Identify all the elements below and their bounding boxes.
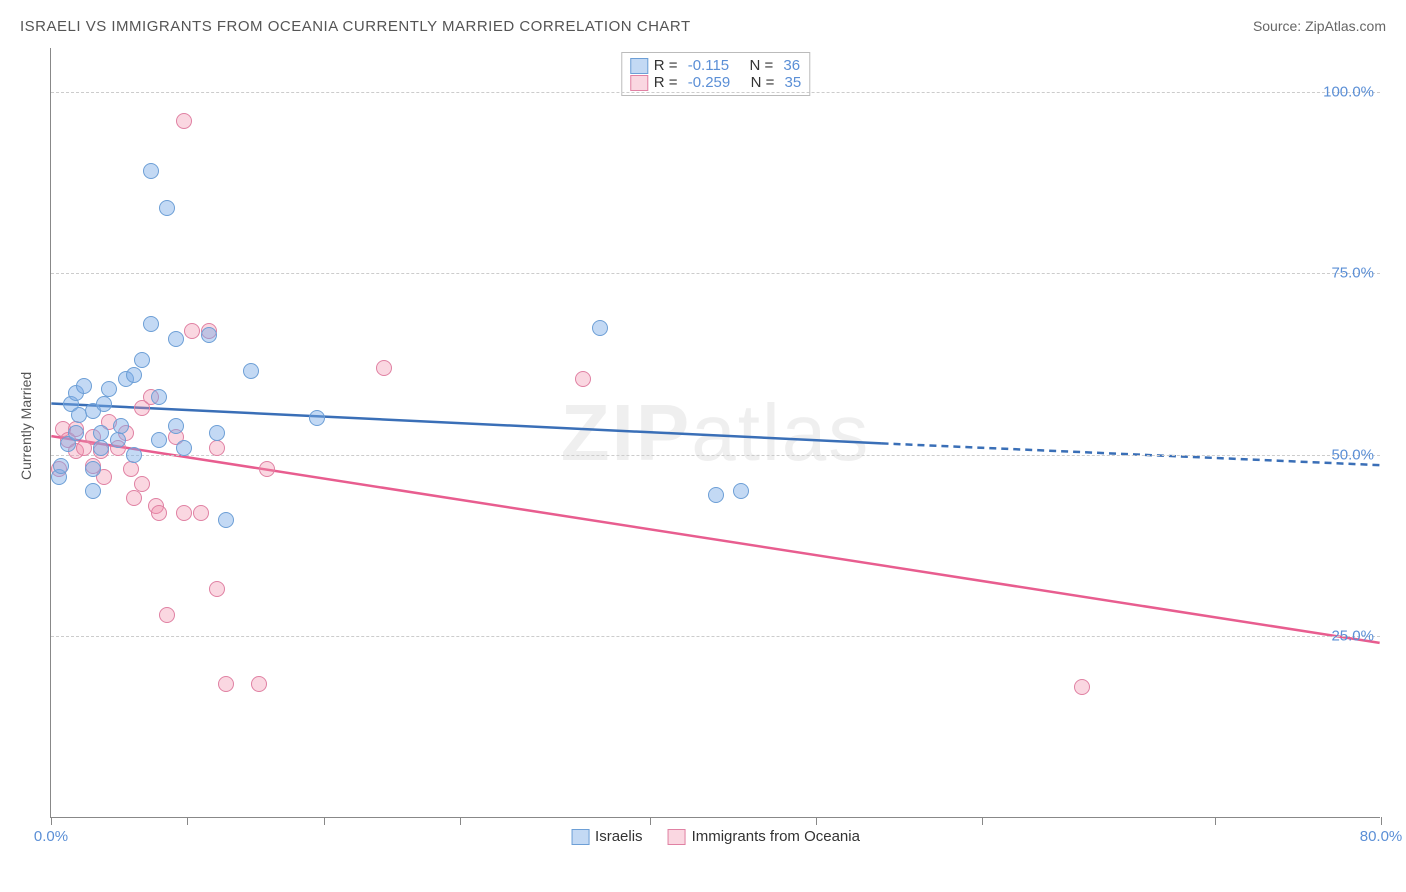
legend-label-pink: Immigrants from Oceania [692,828,860,845]
legend-series: Israelis Immigrants from Oceania [571,828,860,845]
blue-point [243,363,259,379]
r-value-blue: -0.115 [688,57,729,74]
blue-point [76,378,92,394]
plot-area: ZIPatlas R = -0.115 N = 36 R = -0.259 [50,48,1380,818]
blue-point [93,440,109,456]
blue-point [110,432,126,448]
chart-outer: ZIPatlas R = -0.115 N = 36 R = -0.259 [50,48,1380,818]
pink-point [259,461,275,477]
blue-point [101,381,117,397]
source-attribution: Source: ZipAtlas.com [1253,18,1386,34]
y-tick-label: 100.0% [1323,83,1374,100]
blue-point [733,483,749,499]
pink-point [193,505,209,521]
pink-point [126,490,142,506]
header: ISRAELI VS IMMIGRANTS FROM OCEANIA CURRE… [20,18,1386,48]
legend-item-pink: Immigrants from Oceania [668,828,860,845]
r-value-pink: -0.259 [688,74,731,91]
x-tick [51,817,52,825]
watermark: ZIPatlas [561,387,870,479]
blue-point [151,389,167,405]
blue-point [151,432,167,448]
blue-point [218,512,234,528]
pink-point [376,360,392,376]
n-label: N = [749,57,777,74]
gridline [51,92,1380,93]
blue-point [96,396,112,412]
n-value-pink: 35 [785,74,802,91]
x-tick [460,817,461,825]
blue-point [159,200,175,216]
legend-item-blue: Israelis [571,828,643,845]
blue-point [85,483,101,499]
x-tick-label: 0.0% [34,828,68,845]
trend-lines-svg [51,48,1380,817]
pink-point [184,323,200,339]
pink-point [575,371,591,387]
pink-point [209,581,225,597]
gridline [51,273,1380,274]
blue-point [708,487,724,503]
x-tick [324,817,325,825]
x-tick [1215,817,1216,825]
pink-point [251,676,267,692]
pink-point [1074,679,1090,695]
legend-label-blue: Israelis [595,828,643,845]
chart-container: ISRAELI VS IMMIGRANTS FROM OCEANIA CURRE… [0,0,1406,892]
pink-point [134,476,150,492]
blue-point [592,320,608,336]
n-label: N = [751,74,779,91]
gridline [51,636,1380,637]
source-name: ZipAtlas.com [1305,18,1386,34]
blue-point [126,367,142,383]
blue-point [201,327,217,343]
pink-point [159,607,175,623]
x-tick [187,817,188,825]
blue-point [143,163,159,179]
blue-point [68,425,84,441]
blue-point [168,331,184,347]
x-tick [650,817,651,825]
legend-row-blue: R = -0.115 N = 36 [630,57,801,74]
blue-point [85,461,101,477]
chart-title: ISRAELI VS IMMIGRANTS FROM OCEANIA CURRE… [20,18,691,35]
x-tick [1381,817,1382,825]
r-label: R = [654,74,682,91]
x-tick [816,817,817,825]
pink-point [176,505,192,521]
pink-point [123,461,139,477]
blue-point [176,440,192,456]
blue-point [209,425,225,441]
blue-point [53,458,69,474]
blue-point [113,418,129,434]
pink-point [151,505,167,521]
swatch-pink-icon [630,75,648,91]
y-axis-label: Currently Married [18,372,34,480]
r-label: R = [654,57,682,74]
blue-point [168,418,184,434]
x-tick-label: 80.0% [1360,828,1403,845]
swatch-pink-icon [668,829,686,845]
pink-point [218,676,234,692]
trend-line [51,436,1379,643]
swatch-blue-icon [571,829,589,845]
source-label: Source: [1253,18,1305,34]
blue-point [143,316,159,332]
swatch-blue-icon [630,58,648,74]
pink-point [176,113,192,129]
pink-point [209,440,225,456]
blue-point [134,352,150,368]
n-value-blue: 36 [783,57,800,74]
blue-point [126,447,142,463]
y-tick-label: 25.0% [1331,628,1374,645]
legend-correlation: R = -0.115 N = 36 R = -0.259 N = 35 [621,52,810,96]
x-tick [982,817,983,825]
y-tick-label: 50.0% [1331,446,1374,463]
y-tick-label: 75.0% [1331,265,1374,282]
gridline [51,455,1380,456]
blue-point [309,410,325,426]
legend-row-pink: R = -0.259 N = 35 [630,74,801,91]
